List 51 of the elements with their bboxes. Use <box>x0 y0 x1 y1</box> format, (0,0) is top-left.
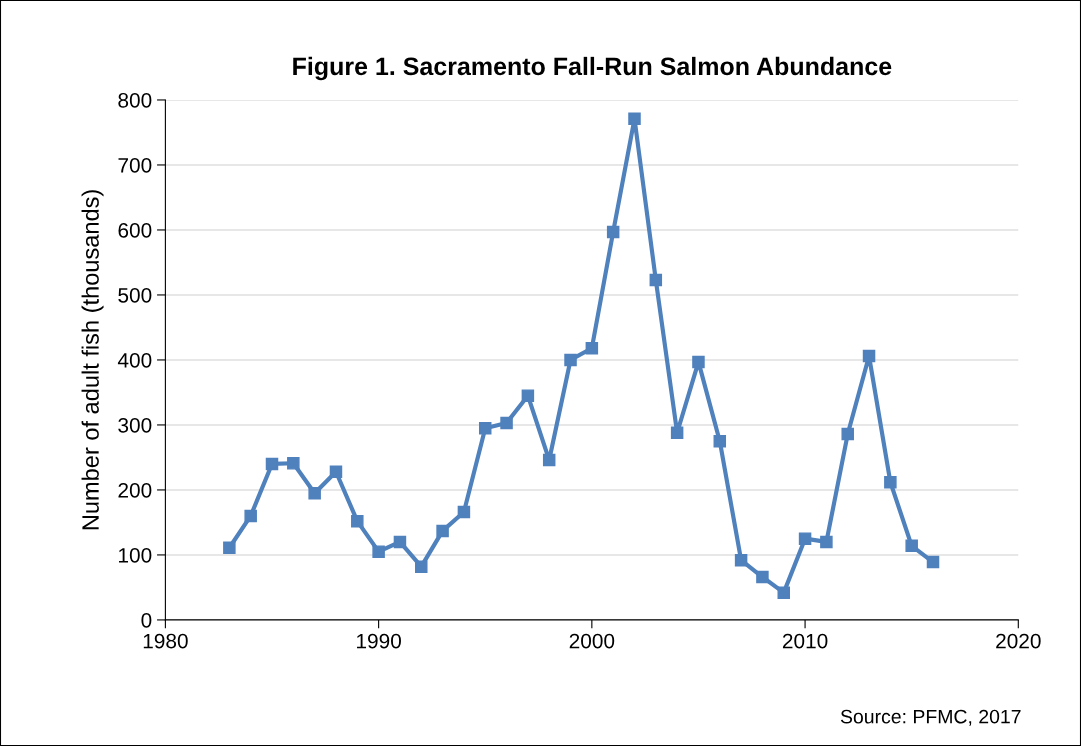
point <box>500 416 513 430</box>
y-tick-label: 500 <box>118 287 152 303</box>
x-tick-label: 2020 <box>996 633 1041 649</box>
point <box>287 457 300 470</box>
y-axis-title: Number of adult fish (thousands) <box>81 190 104 530</box>
point <box>670 426 684 439</box>
point <box>393 535 407 549</box>
y-tick-label: 200 <box>118 482 152 498</box>
y-tick-label: 800 <box>118 92 152 108</box>
point <box>457 505 471 519</box>
point <box>372 545 385 558</box>
point <box>926 555 940 569</box>
chart-title: Figure 1. Sacramento Fall-Run Salmon Abundance <box>293 56 892 81</box>
point <box>415 560 428 573</box>
x-tick-label: 1980 <box>143 633 188 649</box>
point <box>713 434 727 448</box>
point <box>223 541 236 555</box>
point <box>329 465 343 478</box>
point <box>734 553 748 567</box>
y-tick-label: 0 <box>141 612 152 628</box>
point <box>798 532 812 545</box>
source-note: Source: PFMC, 2017 <box>840 709 1021 726</box>
y-tick-label: 700 <box>118 157 152 173</box>
x-tick-label: 1990 <box>357 633 401 649</box>
point <box>436 524 449 538</box>
y-tick-label: 100 <box>119 547 152 563</box>
y-tick-label: 300 <box>118 417 152 433</box>
point <box>606 225 620 239</box>
point <box>585 341 599 355</box>
point <box>564 353 577 367</box>
point <box>351 514 364 528</box>
point <box>905 539 918 553</box>
point <box>692 355 705 369</box>
point <box>265 457 279 471</box>
point <box>521 389 535 402</box>
point <box>478 421 492 435</box>
point <box>649 273 663 287</box>
point <box>628 112 641 126</box>
point <box>542 453 556 467</box>
point <box>820 535 833 549</box>
x-tick-label: 2000 <box>569 633 615 649</box>
point <box>841 427 854 441</box>
point <box>777 586 791 599</box>
point <box>308 486 321 500</box>
point <box>862 349 876 363</box>
x-tick-label: 2010 <box>782 633 828 649</box>
y-tick-label: 400 <box>117 352 152 368</box>
point <box>884 475 897 489</box>
y-tick-label: 600 <box>118 222 152 238</box>
point <box>244 509 257 523</box>
point <box>756 570 769 584</box>
